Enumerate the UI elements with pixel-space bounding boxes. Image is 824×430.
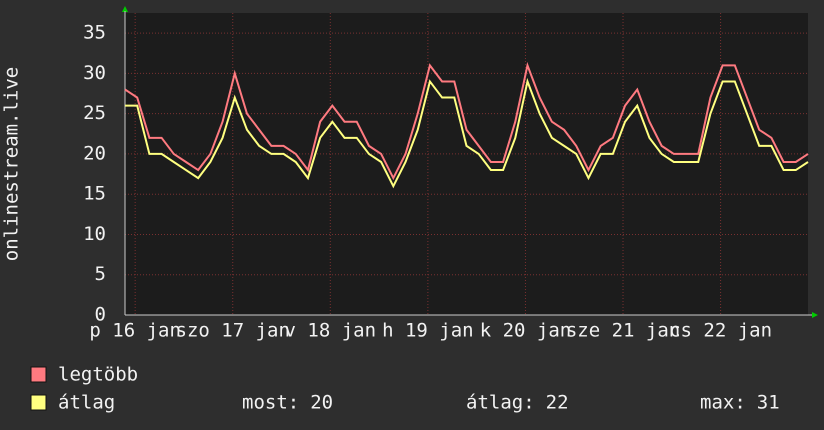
x-tick-label: p 16 jan bbox=[89, 320, 181, 342]
legend-swatch bbox=[30, 366, 47, 383]
y-tick-label: 20 bbox=[83, 142, 106, 164]
legend-label: átlag bbox=[58, 392, 115, 414]
x-tick-label: k 20 jan bbox=[480, 320, 572, 342]
stat-value: 20 bbox=[310, 392, 333, 414]
y-tick-label: 15 bbox=[83, 183, 106, 205]
axis-arrow bbox=[812, 312, 818, 318]
plot-area bbox=[125, 13, 808, 315]
series-line bbox=[124, 61, 809, 181]
x-tick-label: szo 17 jan bbox=[176, 320, 290, 342]
x-tick-label: h 19 jan bbox=[382, 320, 474, 342]
y-tick-label: 35 bbox=[83, 22, 106, 44]
legend-label: legtöbb bbox=[58, 364, 138, 386]
stat-label: most: bbox=[242, 392, 299, 414]
stat-label: átlag: bbox=[466, 392, 535, 414]
y-tick-label: 0 bbox=[95, 304, 106, 326]
series-line bbox=[125, 77, 809, 189]
y-tick-label: 5 bbox=[95, 263, 106, 285]
x-tick-label: cs 22 jan bbox=[669, 320, 772, 342]
y-tick-label: 10 bbox=[83, 223, 106, 245]
x-tick-label: v 18 jan bbox=[285, 320, 377, 342]
stat-value: 31 bbox=[757, 392, 780, 414]
y-tick-label: 25 bbox=[83, 102, 106, 124]
x-tick-label: sze 21 jan bbox=[566, 320, 680, 342]
y-axis-label: onlinestream.live bbox=[1, 67, 23, 261]
axis-arrow bbox=[122, 6, 128, 12]
y-tick-label: 30 bbox=[83, 62, 106, 84]
legend-swatch bbox=[30, 394, 47, 411]
stat-label: max: bbox=[700, 392, 746, 414]
stat-value: 22 bbox=[546, 392, 569, 414]
